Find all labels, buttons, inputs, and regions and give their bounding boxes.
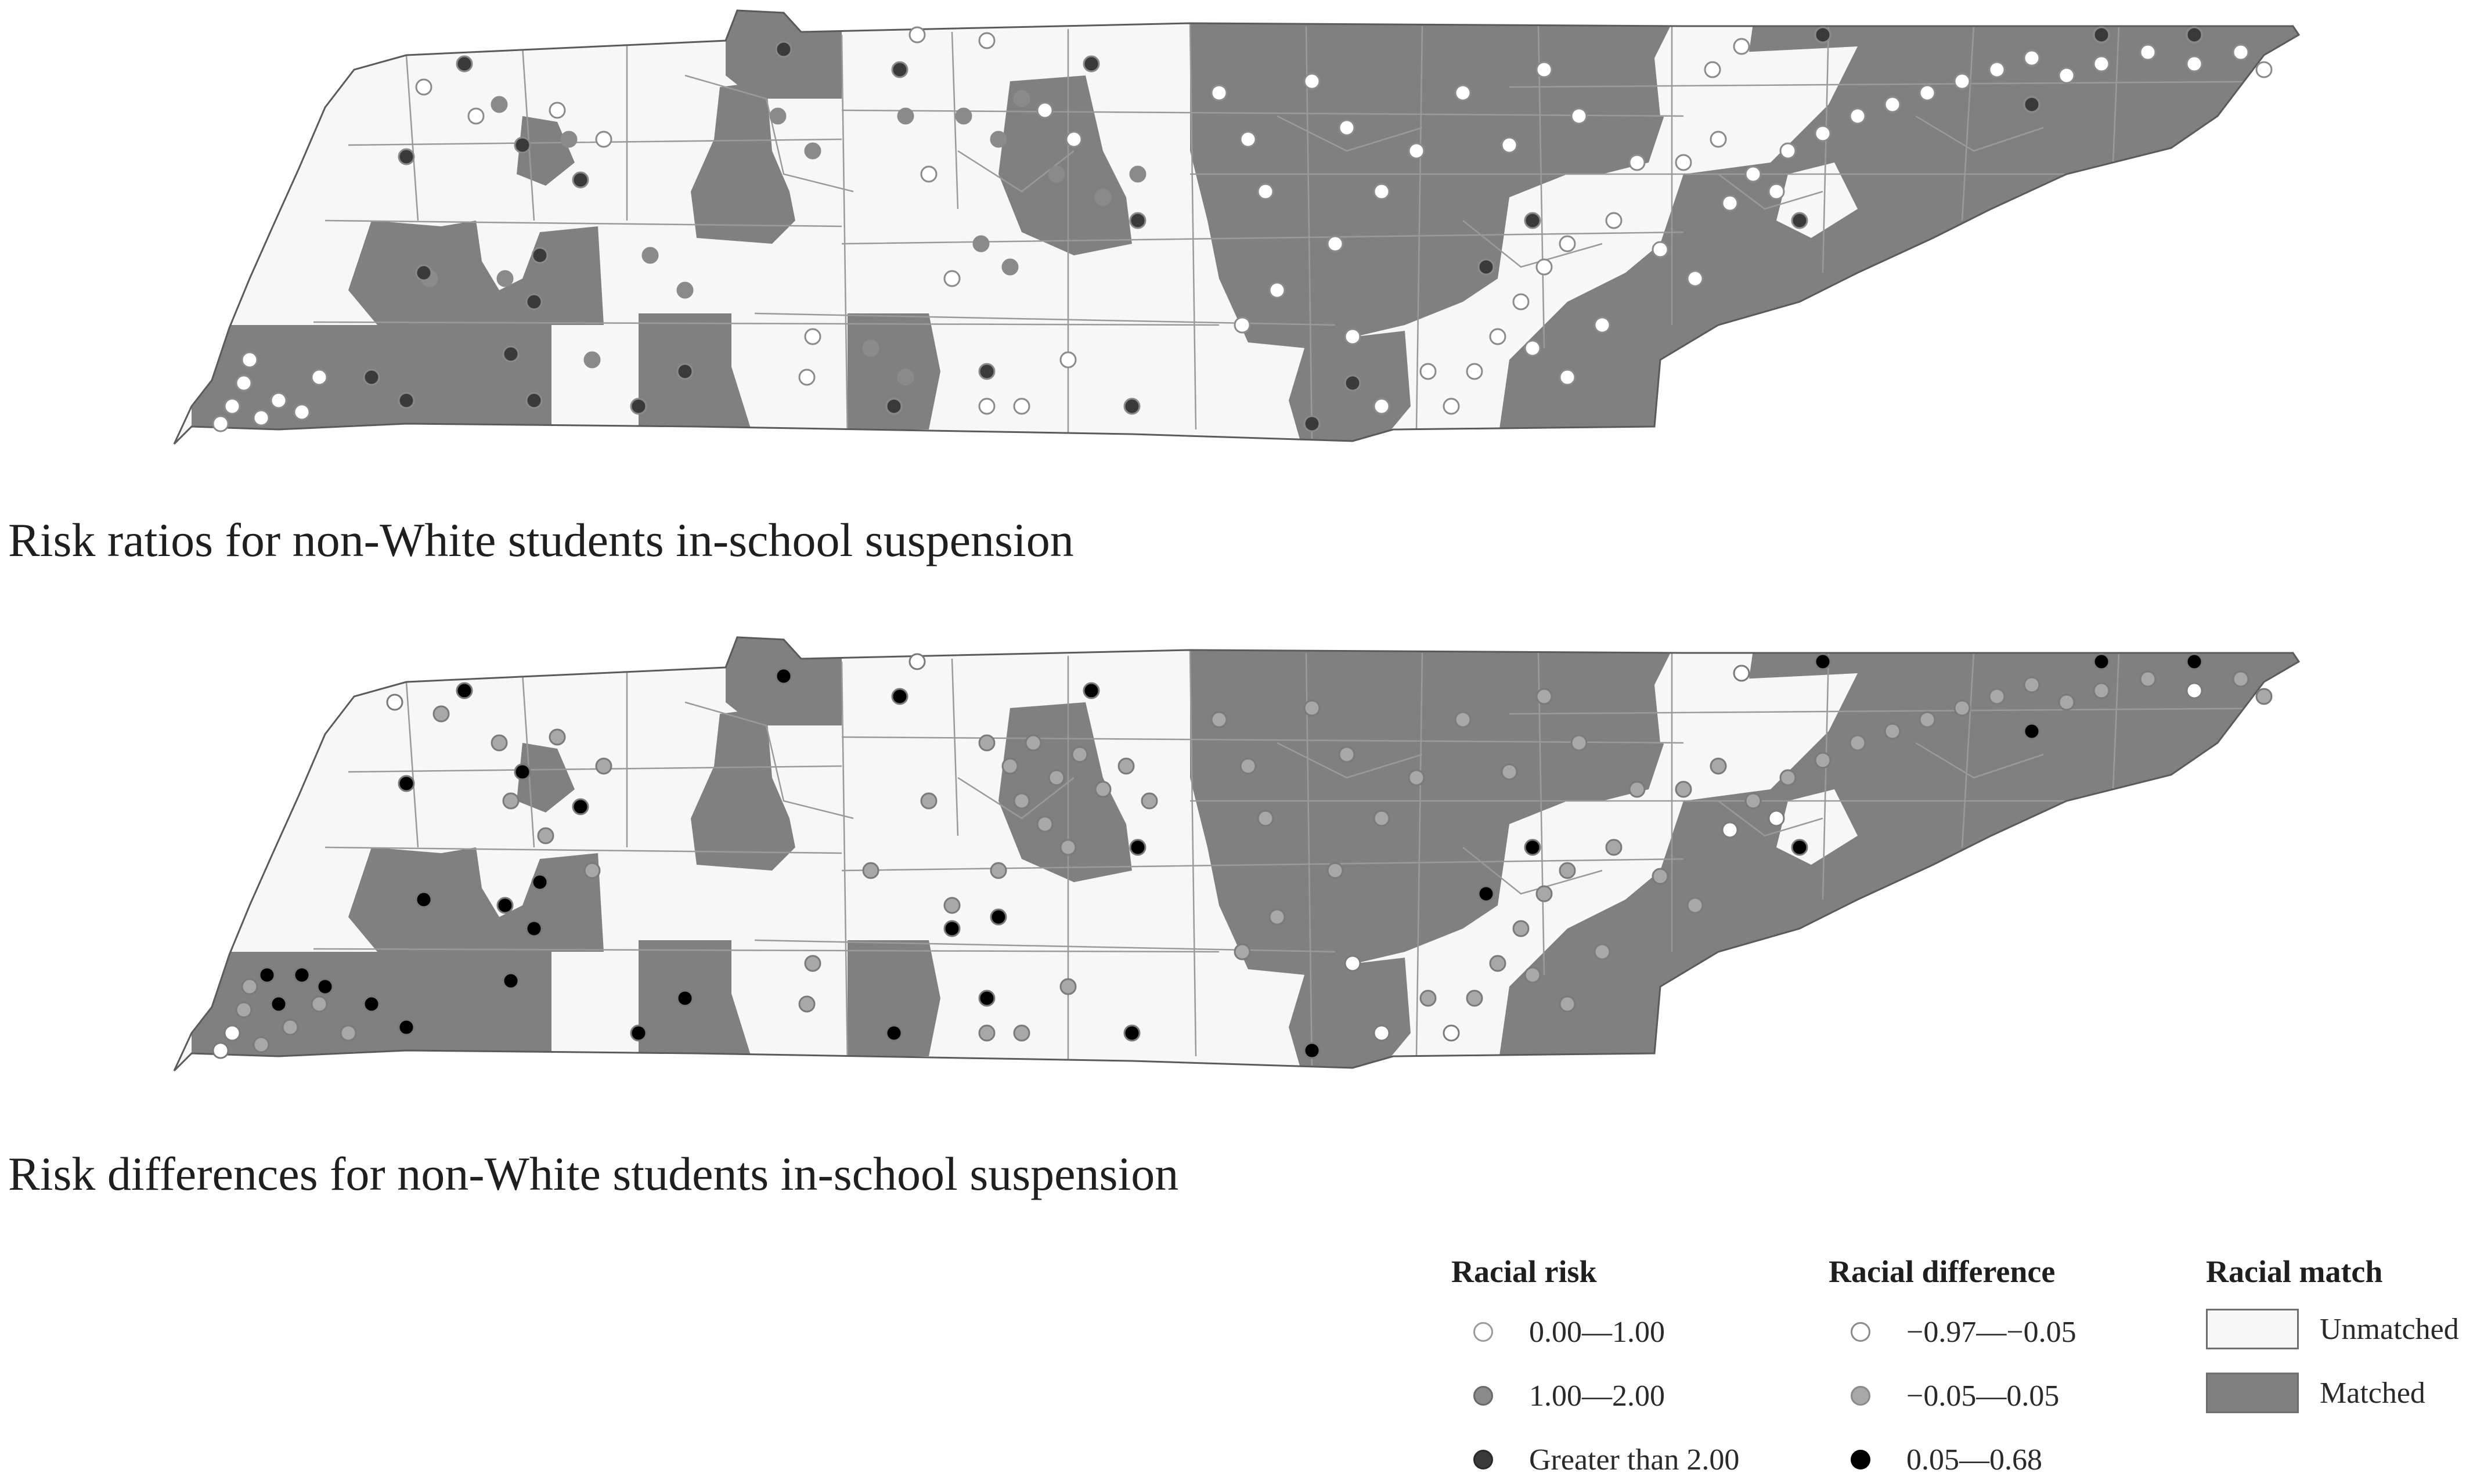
map-legend: Racial risk 0.00—1.00 1.00—2.00 Greater … [1451,1251,2461,1483]
legend-swatch-unmatched [2206,1309,2299,1349]
legend-item: Unmatched [2206,1306,2459,1352]
map-caption-risk-differences: Risk differences for non-White students … [8,1147,1179,1200]
legend-item-label: Greater than 2.00 [1529,1443,1740,1476]
legend-item-label: −0.97—−0.05 [1906,1315,2076,1349]
legend-racial-risk: Racial risk 0.00—1.00 1.00—2.00 Greater … [1451,1251,1739,1476]
legend-item-label: Matched [2320,1376,2425,1410]
legend-item-label: 1.00—2.00 [1529,1379,1665,1413]
map-caption-risk-ratios: Risk ratios for non-White students in-sc… [8,514,1074,566]
tennessee-map-risk-difference [173,636,2301,1072]
legend-dot-black [1851,1450,1870,1469]
legend-swatch-matched [2206,1373,2299,1413]
legend-item: −0.97—−0.05 [1829,1309,2076,1355]
legend-title-racial-match: Racial match [2206,1254,2383,1289]
legend-dot-gray [1473,1386,1493,1406]
legend-item-label: −0.05—0.05 [1906,1379,2060,1413]
legend-item-label: 0.00—1.00 [1529,1315,1665,1349]
legend-item: 1.00—2.00 [1451,1373,1665,1419]
legend-item: Matched [2206,1370,2425,1416]
legend-racial-difference: Racial difference −0.97—−0.05 −0.05—0.05… [1829,1251,2076,1476]
legend-title-racial-risk: Racial risk [1451,1254,1597,1289]
legend-dot-dark [1473,1450,1493,1469]
risk-difference-map [0,627,2466,1091]
risk-ratio-map [0,0,2466,464]
legend-item: 0.00—1.00 [1451,1309,1665,1355]
legend-item-label: Unmatched [2320,1312,2459,1346]
legend-racial-match: Racial match Unmatched Matched [2206,1251,2459,1413]
legend-dot-gray [1851,1386,1870,1406]
legend-dot-white [1851,1322,1870,1342]
legend-item-label: 0.05—0.68 [1906,1443,2042,1476]
legend-item: −0.05—0.05 [1829,1373,2059,1419]
legend-item: 0.05—0.68 [1829,1436,2042,1483]
legend-item: Greater than 2.00 [1451,1436,1739,1483]
legend-dot-white [1473,1322,1493,1342]
tennessee-map-risk-ratio [173,9,2301,445]
legend-title-racial-difference: Racial difference [1829,1254,2056,1289]
